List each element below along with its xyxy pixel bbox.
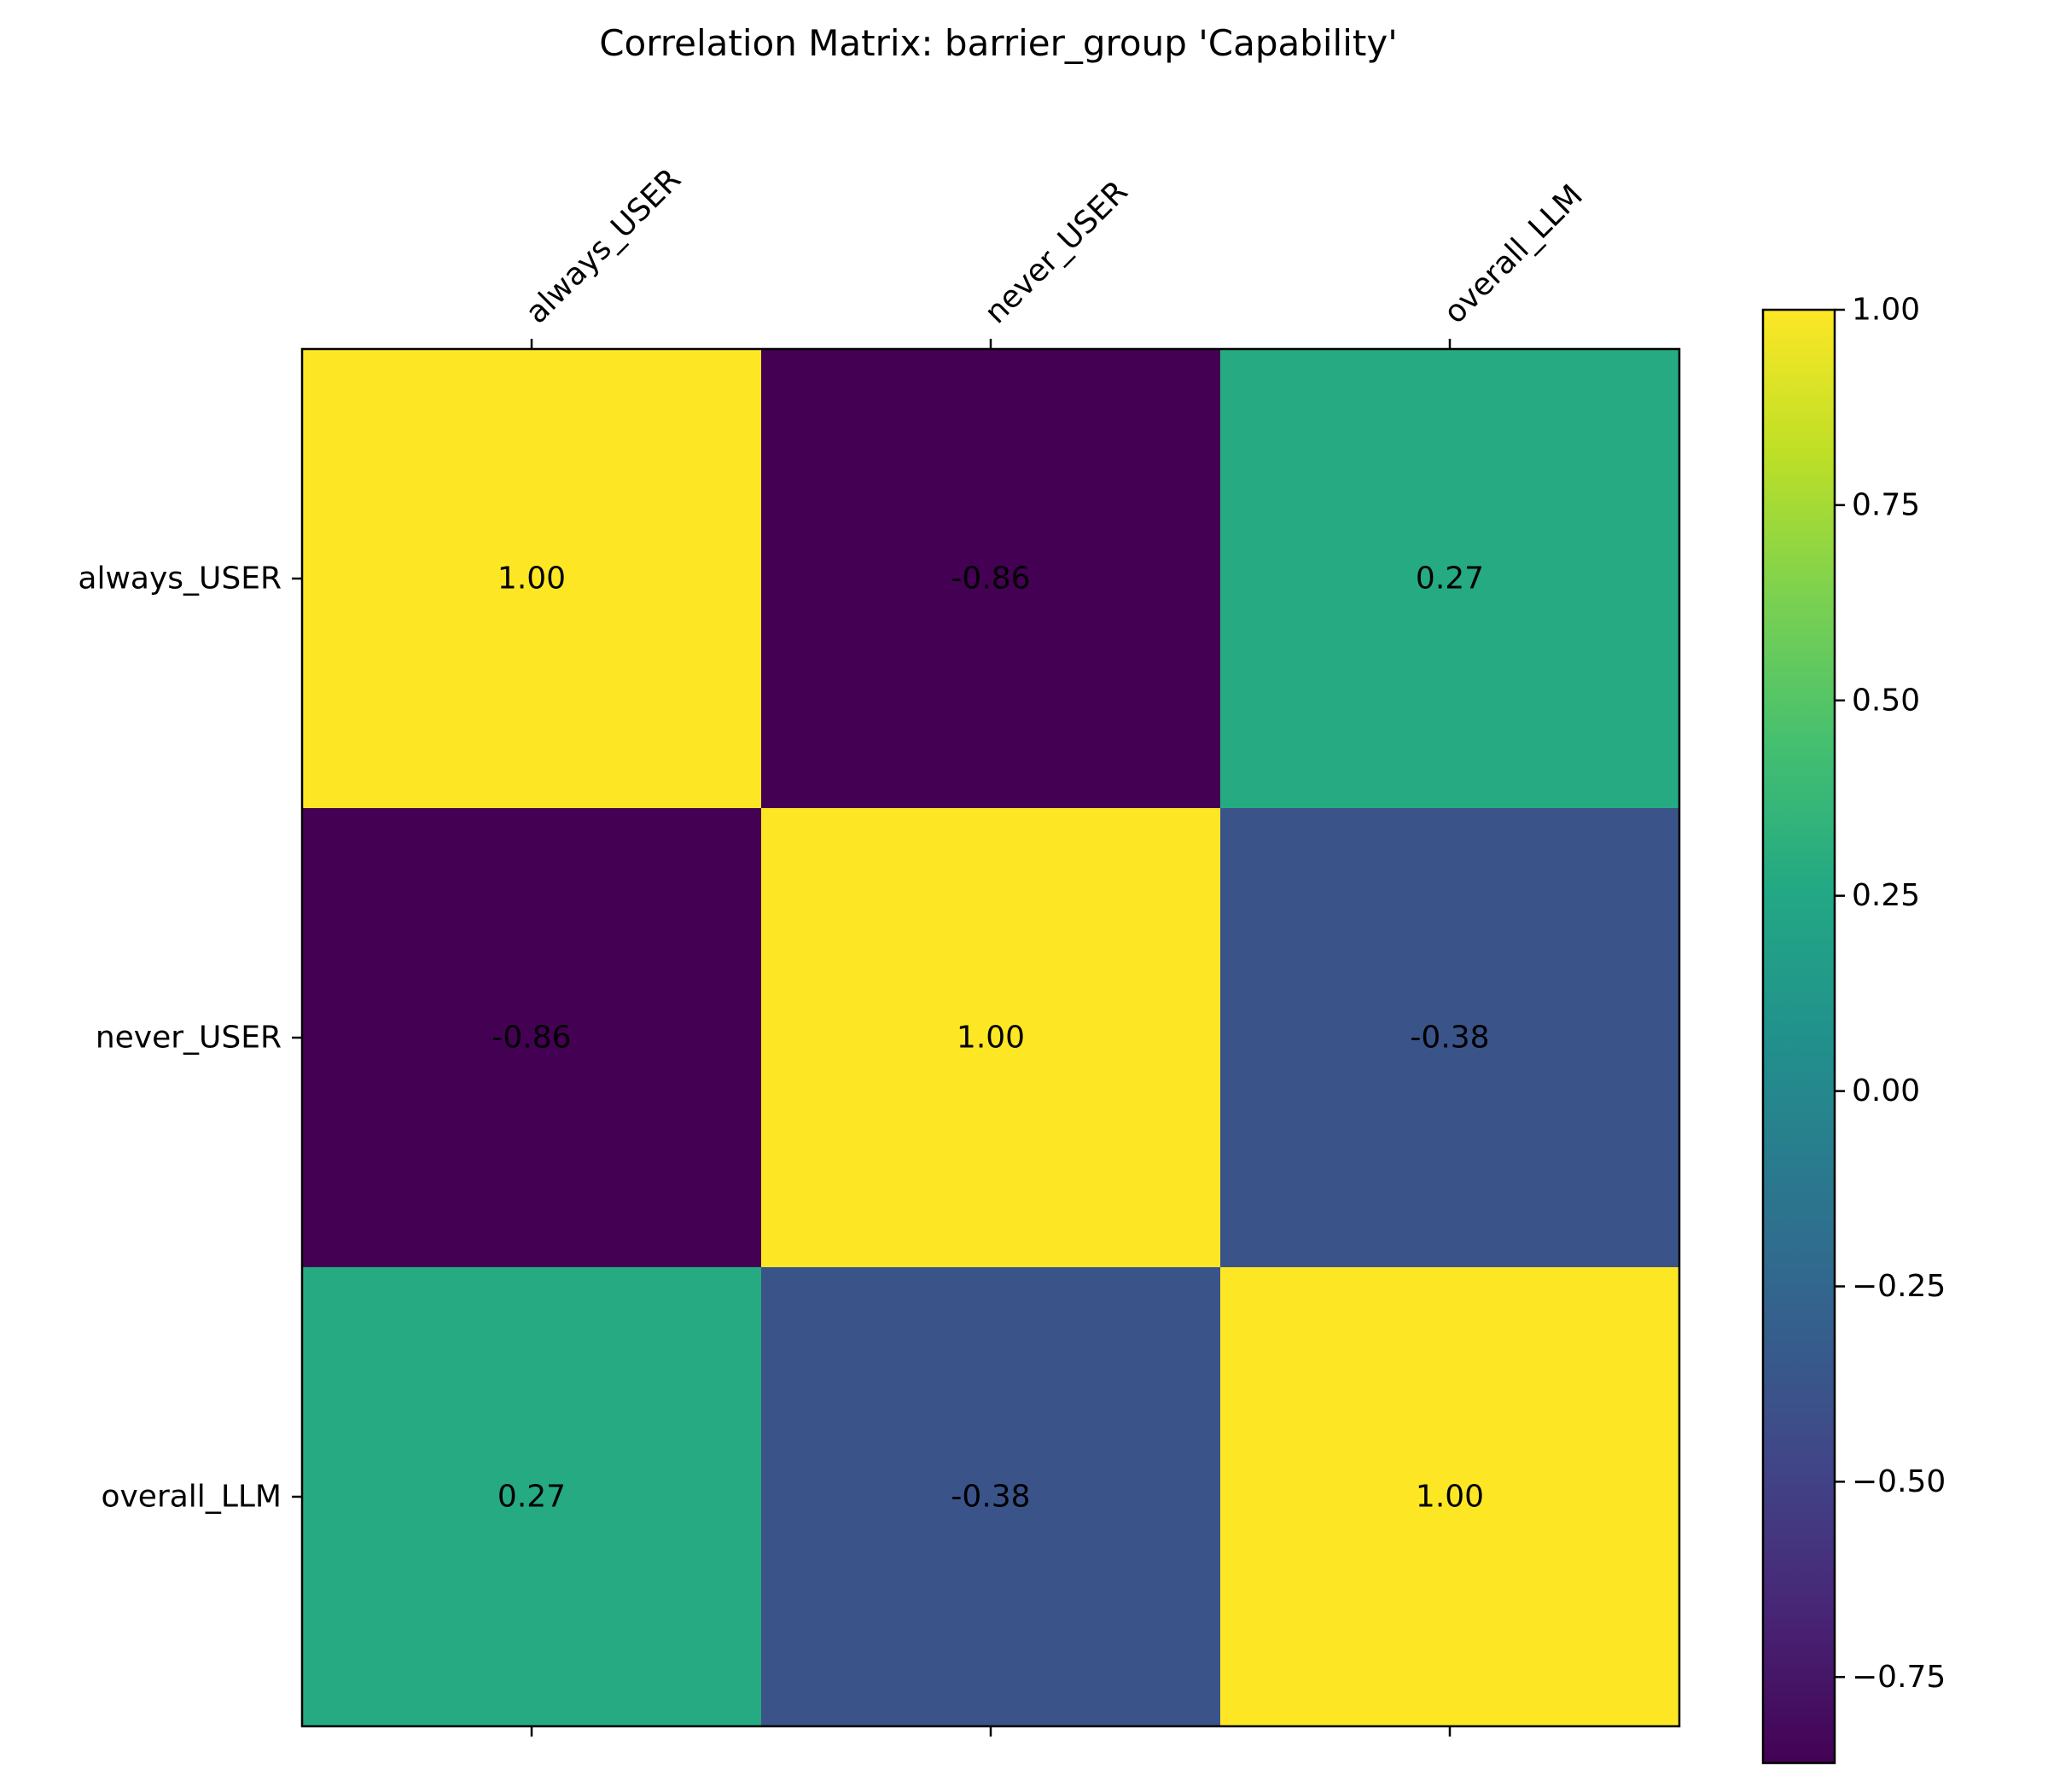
heatmap-cell-always_USER-always_USER	[302, 349, 761, 808]
y-tick-label: never_USER	[96, 1021, 282, 1056]
colorbar-tick-label: −0.25	[1852, 1269, 1946, 1304]
colorbar: 1.00 0.75 0.50 0.25 0.00 −0.25 −0.50 −0.75	[1761, 293, 1946, 1765]
x-tick-label: overall_LLM	[1437, 178, 1590, 331]
cell-value-label: -0.86	[951, 561, 1030, 596]
cell-value-label: 1.00	[957, 1021, 1025, 1056]
colorbar-tick-label: 0.00	[1852, 1073, 1920, 1108]
colorbar-tick-label: −0.75	[1852, 1660, 1946, 1695]
cell-value-label: 0.27	[497, 1480, 566, 1515]
colorbar-tick-label: 0.75	[1852, 487, 1920, 522]
heatmap-cell-never_USER-never_USER	[761, 808, 1220, 1267]
heatmap-cell-overall_LLM-never_USER	[761, 1267, 1220, 1726]
cell-value-label: 1.00	[1416, 1480, 1484, 1515]
heatmap-cell-overall_LLM-overall_LLM	[1220, 1267, 1679, 1726]
cell-value-label: -0.86	[492, 1021, 571, 1056]
cell-value-label: 1.00	[497, 561, 566, 596]
heatmap-cell-overall_LLM-always_USER	[302, 1267, 761, 1726]
cell-value-labels: 1.00 -0.86 0.27 -0.86 1.00 -0.38 0.27 -0.38 1.00	[492, 561, 1489, 1515]
heatmap-cells	[302, 349, 1679, 1726]
colorbar-frame	[1761, 308, 1836, 1765]
chart-title: Correlation Matrix: barrier_group 'Capab…	[599, 22, 1398, 64]
y-tick-label: always_USER	[78, 561, 282, 596]
colorbar-tick-label: 1.00	[1852, 293, 1920, 328]
x-tick-label: never_USER	[978, 174, 1134, 330]
colorbar-tick-label: 0.25	[1852, 878, 1920, 913]
heatmap-cell-never_USER-always_USER	[302, 808, 761, 1267]
heatmap-cell-always_USER-never_USER	[761, 349, 1220, 808]
y-tick-label: overall_LLM	[101, 1480, 282, 1515]
colorbar-tick-label: −0.50	[1852, 1464, 1946, 1499]
colorbar-tick-label: 0.50	[1852, 683, 1920, 718]
cell-value-label: -0.38	[1410, 1021, 1489, 1056]
x-tick-label: always_USER	[519, 162, 688, 331]
colorbar-gradient	[1763, 310, 1835, 1763]
cell-value-label: 0.27	[1416, 561, 1484, 596]
heatmap-cell-always_USER-overall_LLM	[1220, 349, 1679, 808]
cell-value-label: -0.38	[951, 1480, 1030, 1515]
heatmap-cell-never_USER-overall_LLM	[1220, 808, 1679, 1267]
